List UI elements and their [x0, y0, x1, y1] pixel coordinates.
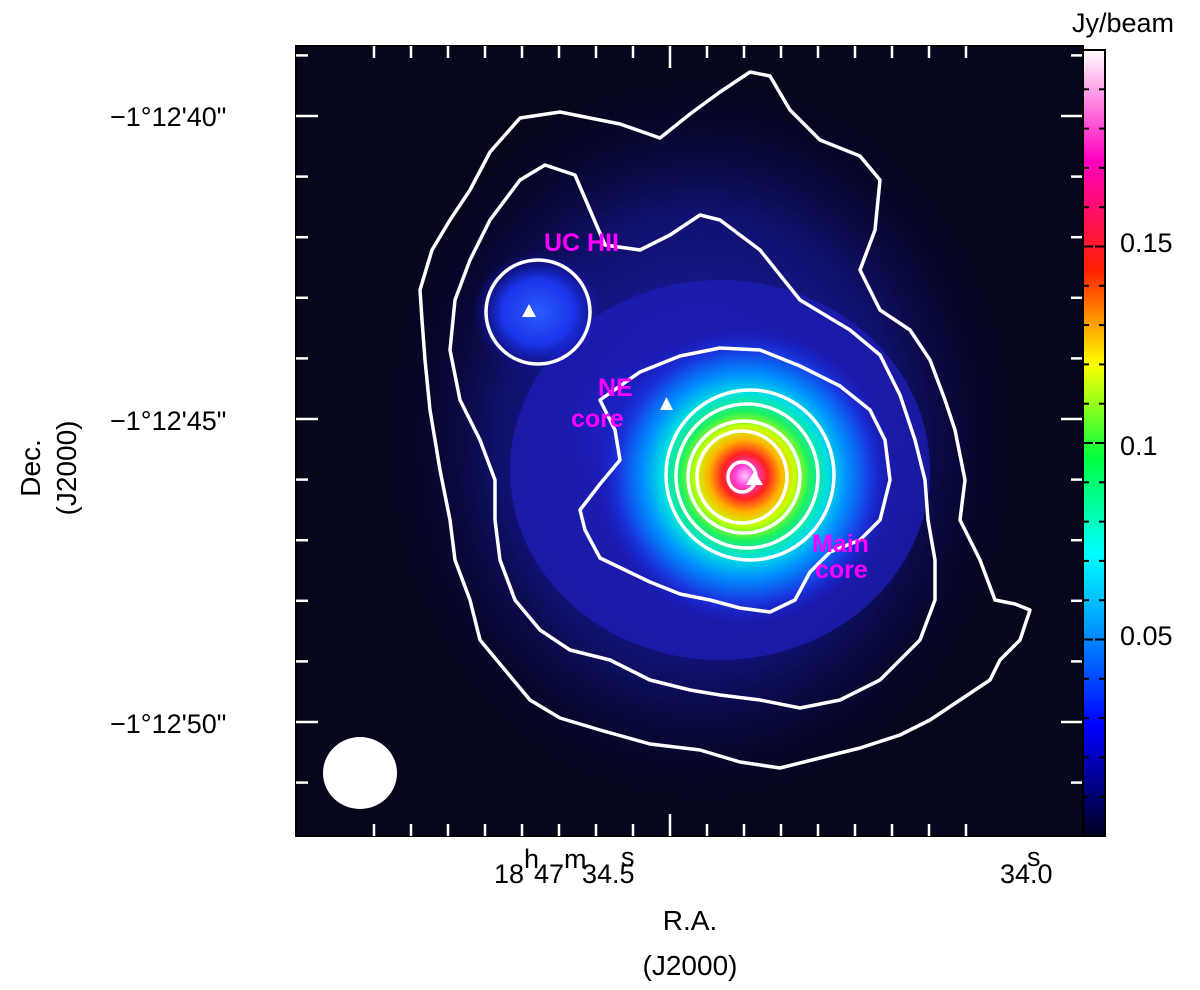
annotation-ne-core: core: [571, 405, 624, 433]
colorbar-tick-label-0.15: 0.15: [1120, 228, 1173, 258]
beam-ellipse: [323, 737, 397, 809]
intensity-image: UC HII NE core Main core: [296, 46, 1083, 836]
contour-main-1: [664, 388, 836, 562]
y-tick-label-45: −1°12'45": [110, 406, 226, 436]
x-label-34-seconds: 34.0: [1000, 859, 1053, 889]
x-tick-label-34.0: 34.0 s: [1000, 842, 1053, 889]
contour-main-4: [695, 429, 789, 525]
y-axis-title-sub: (J2000): [51, 421, 82, 516]
annotation-main-core: core: [815, 556, 868, 584]
x-label-34-s-sup: s: [1027, 842, 1041, 872]
x-label-s-sup: s: [621, 842, 635, 872]
main-core-emission: [595, 326, 895, 626]
colorbar-unit-label: Jy/beam: [1072, 8, 1174, 38]
x-label-minutes: 47: [534, 859, 564, 889]
y-axis-title: Dec.: [15, 439, 46, 497]
contour-uchii: [484, 258, 592, 366]
axis-ticks: [296, 46, 1083, 836]
colorbar-ticks: [1083, 88, 1105, 798]
x-axis-title: R.A.: [663, 905, 717, 936]
marker-ne-core-triangle: [660, 397, 673, 410]
marker-uchii-triangle: [522, 304, 536, 317]
x-label-seconds: 34.5: [582, 859, 635, 889]
contour-main-2: [674, 402, 820, 550]
annotation-main: Main: [812, 530, 869, 558]
colorbar-tick-label-0.1: 0.1: [1120, 431, 1158, 461]
y-tick-label-40: −1°12'40": [110, 102, 226, 132]
contour-main-3: [686, 419, 802, 535]
uchii-emission: [472, 252, 604, 372]
annotation-ne: NE: [598, 374, 633, 402]
contour-second: [448, 163, 937, 710]
x-label-hours: 18: [494, 859, 524, 889]
annotation-uchii: UC HII: [544, 229, 619, 257]
x-axis-title-sub: (J2000): [643, 950, 738, 981]
x-label-h-sup: h: [524, 844, 539, 874]
contour-outer: [418, 70, 1032, 770]
contour-third: [578, 346, 892, 614]
x-tick-label-34.5: 18 h 47 m 34.5 s: [494, 842, 635, 889]
y-tick-label-50: −1°12'50": [110, 709, 226, 739]
x-label-m-sup: m: [564, 844, 587, 874]
colorbar-tick-label-0.05: 0.05: [1120, 621, 1173, 651]
marker-main-core-triangle: [746, 471, 763, 485]
